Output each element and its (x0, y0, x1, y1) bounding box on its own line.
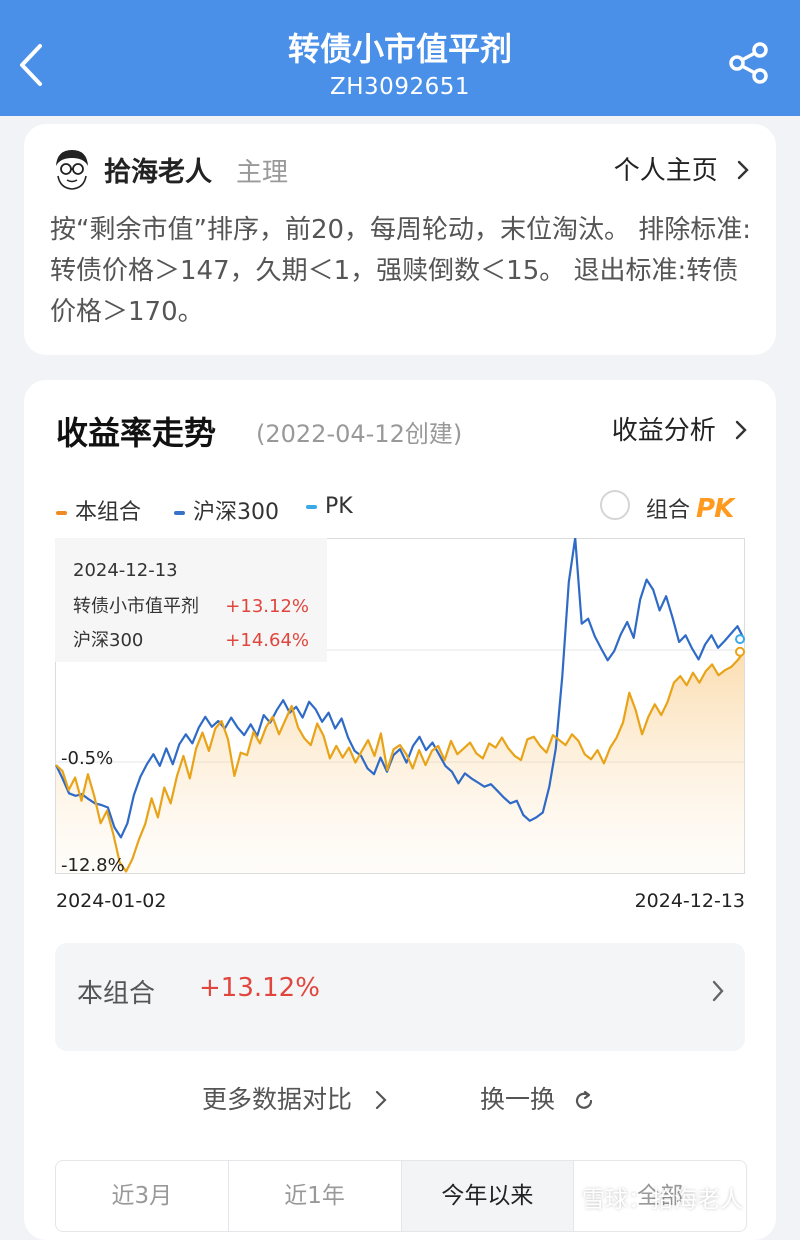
portfolio-series-line (55, 651, 745, 873)
top-bar: 转债小市值平剂 ZH3092651 (0, 0, 800, 116)
portfolio-code: ZH3092651 (330, 74, 470, 100)
x-axis-start-label: 2024-01-02 (56, 890, 167, 912)
summary-label: 本组合 (77, 979, 156, 1009)
period-tabs: 近3月 近1年 今年以来 全部 (55, 1160, 747, 1232)
summary-value: +13.12% (199, 973, 320, 1003)
tab-3-months[interactable]: 近3月 (56, 1161, 229, 1231)
portfolio-end-marker (735, 646, 745, 657)
tooltip-date: 2024-12-13 (73, 560, 178, 581)
author-name[interactable]: 拾海老人 (104, 157, 212, 188)
tab-year-to-date[interactable]: 今年以来 (401, 1161, 575, 1231)
portfolio-summary-row[interactable]: 本组合 +13.12% (55, 943, 745, 1051)
tooltip-series-value: +14.64% (225, 630, 309, 651)
pk-label: 组合 (646, 498, 691, 523)
more-data-compare-link[interactable]: 更多数据对比 (202, 1080, 388, 1116)
y-tick-label: -12.8% (61, 855, 125, 874)
tooltip-series-name: 转债小市值平剂 (73, 596, 199, 617)
legend-dash-icon (174, 511, 185, 515)
strategy-description: 按“剩余市值”排序，前20，每周轮动，末位淘汰。 排除标准:转债价格＞147，久… (50, 215, 752, 327)
csi300-end-marker (735, 634, 745, 645)
tab-1-year[interactable]: 近1年 (229, 1161, 402, 1231)
tooltip-series-value: +13.12% (225, 596, 309, 617)
legend-dash-icon (56, 511, 67, 515)
chevron-right-icon (712, 980, 724, 1002)
portfolio-area-fill (56, 651, 744, 874)
more-data-label: 更多数据对比 (202, 1085, 353, 1114)
legend-pk: PK (306, 494, 353, 519)
chevron-right-icon (737, 160, 749, 180)
legend-label: 本组合 (75, 500, 142, 525)
author-role: 主理 (236, 158, 289, 188)
author-card: 拾海老人 主理 个人主页 按“剩余市值”排序，前20，每周轮动，末位淘汰。 排除… (24, 124, 776, 355)
pk-toggle-label[interactable]: 组合 PK (646, 492, 734, 524)
share-icon[interactable] (726, 40, 772, 86)
back-arrow-icon[interactable] (14, 40, 50, 90)
created-date: (2022-04-12创建) (256, 420, 463, 448)
legend-label: PK (325, 494, 353, 519)
tab-all[interactable]: 全部 (637, 1183, 684, 1209)
legend-csi300: 沪深300 (174, 494, 279, 526)
page-title: 转债小市值平剂 (287, 30, 512, 68)
homepage-label: 个人主页 (613, 156, 718, 186)
chevron-right-icon (375, 1090, 387, 1110)
pk-toggle[interactable] (600, 490, 630, 520)
csi300-series-line (55, 538, 745, 839)
refresh-icon (575, 1090, 593, 1109)
return-analysis-label: 收益分析 (611, 416, 716, 446)
return-chart[interactable]: -0.5% -12.8% 2024-12-13 转债小市值平剂 +13.12% … (55, 538, 745, 874)
avatar[interactable] (52, 146, 92, 192)
homepage-link[interactable]: 个人主页 (614, 150, 750, 187)
swap-label: 换一换 (480, 1085, 556, 1114)
legend-label: 沪深300 (193, 500, 279, 525)
tooltip-series-name: 沪深300 (73, 630, 143, 651)
chevron-right-icon (735, 420, 747, 440)
swap-link[interactable]: 换一换 (480, 1080, 595, 1116)
performance-card: 收益率走势 (2022-04-12创建) 收益分析 本组合 沪深300 PK 组… (24, 380, 776, 1240)
legend-dash-icon (306, 505, 317, 509)
return-analysis-link[interactable]: 收益分析 (612, 410, 748, 447)
legend-portfolio: 本组合 (56, 494, 141, 526)
chart-tooltip: 2024-12-13 转债小市值平剂 +13.12% 沪深300 +14.64% (55, 538, 327, 662)
x-axis-end-label: 2024-12-13 (634, 890, 745, 912)
watermark: 雪球：拾海老人 (582, 1187, 743, 1213)
y-tick-label: -0.5% (61, 748, 113, 769)
section-title: 收益率走势 (56, 414, 217, 452)
pk-badge: PK (696, 494, 734, 524)
